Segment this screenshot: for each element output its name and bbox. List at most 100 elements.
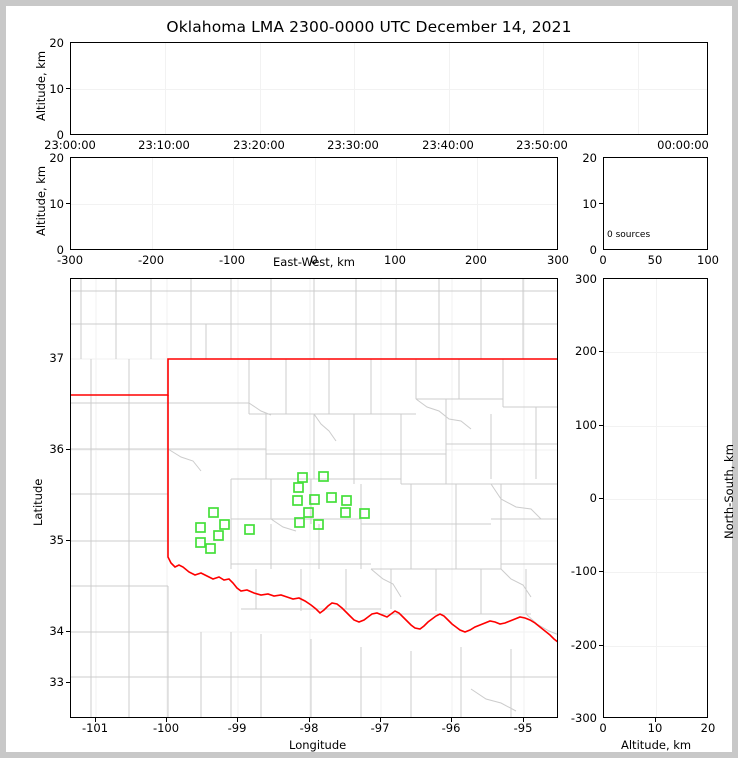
y-tickmark: [599, 498, 603, 499]
x-tick-label: -101: [81, 721, 109, 735]
x-tickmark: [380, 718, 381, 722]
x-tick-label: 23:50:00: [516, 138, 568, 152]
y-tick-label: 36: [49, 442, 64, 456]
time-height-panel[interactable]: [70, 42, 708, 135]
y-tick-label: 10: [49, 82, 64, 96]
y-tickmark: [66, 88, 70, 89]
gridline: [477, 158, 478, 249]
y-tickmark: [599, 203, 603, 204]
gridline: [604, 646, 707, 647]
y-tick-label: 0: [589, 491, 597, 505]
x-tick-label: -300: [56, 253, 84, 267]
x-tick-label: -99: [227, 721, 247, 735]
y-tickmark: [66, 449, 70, 450]
x-tick-label: 100: [384, 253, 406, 267]
x-tick-label: -100: [152, 721, 180, 735]
x-tick-label: 300: [547, 253, 569, 267]
x-tick-label: -98: [299, 721, 319, 735]
x-tickmark: [95, 718, 96, 722]
y-tickmark: [599, 645, 603, 646]
x-tick-label: 23:00:00: [44, 138, 96, 152]
east-west-height-panel[interactable]: [70, 157, 558, 250]
y-tick-label: 35: [49, 533, 64, 547]
y-tick-label: 0: [589, 243, 597, 257]
gridline: [71, 204, 557, 205]
y-tick-label: 300: [575, 272, 597, 286]
gridline: [165, 43, 166, 134]
x-tick-label: 0: [310, 253, 318, 267]
y-tick-label: 10: [582, 197, 597, 211]
x-tick-label: -95: [513, 721, 533, 735]
y-tickmark: [599, 351, 603, 352]
y-tick-label: 0: [56, 243, 64, 257]
gridline: [543, 43, 544, 134]
x-tick-label: 0: [599, 721, 607, 735]
station-markers: [195, 471, 370, 554]
x-tick-label: 200: [465, 253, 487, 267]
y-tick-label: 34: [49, 624, 64, 638]
gridline: [449, 43, 450, 134]
x-tick-label: 00:00:00: [657, 138, 709, 152]
y-tick-label: -200: [570, 638, 597, 652]
time-height-y-axis-label: Altitude, km: [34, 50, 48, 121]
north-south-height-panel[interactable]: [603, 278, 708, 718]
x-tick-label: 50: [647, 253, 663, 267]
x-tick-label: 23:40:00: [422, 138, 474, 152]
x-tick-label: 23:10:00: [138, 138, 190, 152]
x-tickmark: [237, 718, 238, 722]
y-tick-label: 10: [49, 197, 64, 211]
y-tick-label: 100: [575, 418, 597, 432]
x-tick-label: -97: [370, 721, 390, 735]
y-tick-label: -300: [570, 711, 597, 725]
gridline: [233, 158, 234, 249]
y-tickmark: [599, 571, 603, 572]
figure-title: Oklahoma LMA 2300-0000 UTC December 14, …: [166, 18, 572, 36]
y-tick-label: 20: [49, 151, 64, 165]
x-tickmark: [451, 718, 452, 722]
y-tick-label: 0: [56, 128, 64, 142]
x-tick-label: -200: [137, 253, 165, 267]
east-west-y-axis-label: Altitude, km: [34, 165, 48, 236]
y-tick-label: 20: [49, 36, 64, 50]
map-graphics: [71, 279, 557, 717]
x-tickmark: [523, 718, 524, 722]
x-tick-label: 23:20:00: [233, 138, 285, 152]
y-tick-label: 20: [582, 151, 597, 165]
east-west-x-axis-label: East-West, km: [273, 255, 355, 269]
gridline: [604, 352, 707, 353]
y-tick-label: -100: [570, 564, 597, 578]
gridline: [656, 279, 657, 717]
x-tick-label: 10: [647, 721, 663, 735]
north-south-x-axis-label: Altitude, km: [621, 738, 692, 752]
x-tick-label: -100: [218, 253, 246, 267]
gridline: [604, 499, 707, 500]
gridline: [260, 43, 261, 134]
y-tickmark: [599, 425, 603, 426]
y-tick-label: 33: [49, 675, 64, 689]
plan-view-map-panel[interactable]: [70, 278, 558, 718]
y-tickmark: [66, 682, 70, 683]
gridline: [71, 89, 707, 90]
gridline: [638, 43, 639, 134]
gridline: [354, 43, 355, 134]
x-tick-label: 100: [697, 253, 719, 267]
x-tickmark: [655, 718, 656, 722]
x-tickmark: [309, 718, 310, 722]
x-tick-label: -96: [441, 721, 461, 735]
gridline: [604, 426, 707, 427]
map-y-axis-label: Latitude: [31, 478, 45, 526]
y-tick-label: 200: [575, 344, 597, 358]
source-count-label: 0 sources: [607, 230, 651, 240]
altitude-histogram-panel[interactable]: 0 sources: [603, 157, 708, 250]
y-tickmark: [66, 203, 70, 204]
x-tick-label: 23:30:00: [327, 138, 379, 152]
map-x-axis-label: Longitude: [289, 738, 347, 752]
figure-canvas: Oklahoma LMA 2300-0000 UTC December 14, …: [6, 6, 736, 752]
y-tick-label: 37: [49, 351, 64, 365]
x-tick-label: 20: [700, 721, 716, 735]
x-tick-label: 0: [599, 253, 607, 267]
y-tickmark: [66, 540, 70, 541]
gridline: [604, 572, 707, 573]
gridline: [152, 158, 153, 249]
